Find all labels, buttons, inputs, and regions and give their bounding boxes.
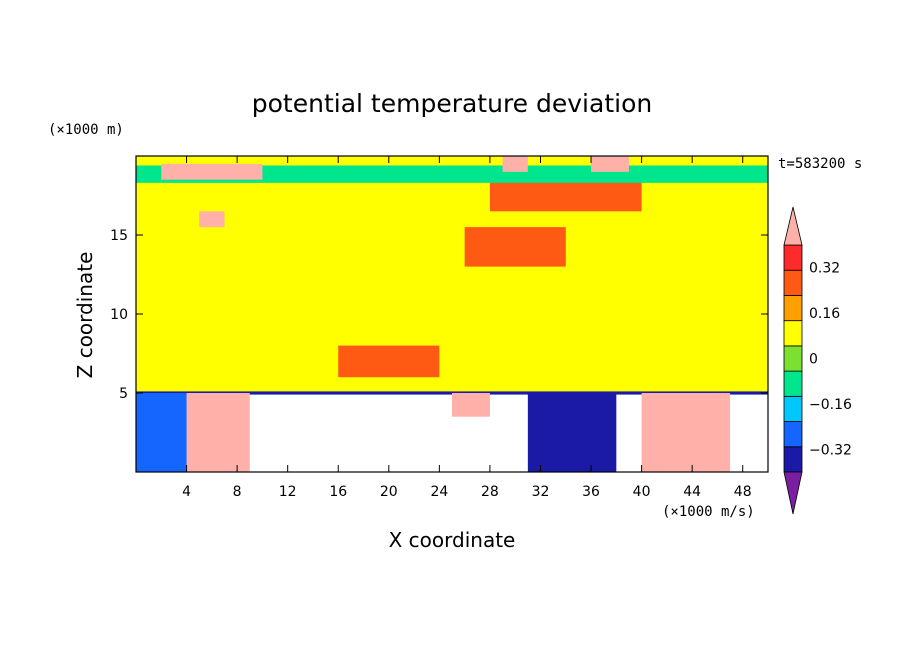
- colorbar-tick-label: 0.16: [809, 306, 840, 322]
- chart-title: potential temperature deviation: [252, 89, 652, 118]
- contour-region: [641, 393, 731, 472]
- contour-region: [136, 393, 187, 472]
- colorbar-max-arrow: [783, 206, 803, 246]
- x-tick-label: 16: [329, 484, 347, 500]
- colorbar-min-arrow: [783, 471, 803, 515]
- colorbar-swatch: [783, 244, 803, 271]
- y-tick-label: 15: [110, 228, 128, 244]
- colorbar-tick-label: 0: [809, 352, 818, 368]
- contour-region: [527, 393, 617, 472]
- x-tick-label: 44: [683, 484, 701, 500]
- x-axis: 4 8 12 16 20 24 28 32 36 40 44 48: [182, 156, 752, 500]
- contour-region: [136, 235, 768, 393]
- colorbar-tick-label: −0.32: [809, 442, 852, 458]
- contour-region: [489, 179, 642, 212]
- colorbar-swatch: [783, 395, 803, 422]
- colorbar-swatch: [783, 269, 803, 296]
- colorbar-swatch: [783, 295, 803, 322]
- contour-field: [136, 156, 768, 472]
- y-tick-label: 5: [119, 386, 128, 402]
- contour-region: [464, 227, 566, 267]
- x-tick-label: 24: [430, 484, 448, 500]
- y-axis: 5 10 15: [110, 228, 768, 402]
- x-tick-label: 8: [233, 484, 242, 500]
- y-unit-label: (×1000 m): [48, 122, 124, 138]
- contour-region: [338, 345, 440, 378]
- contour-region: [186, 393, 250, 472]
- x-unit-label: (×1000 m/s): [662, 504, 755, 520]
- y-axis-label: Z coordinate: [73, 252, 97, 379]
- colorbar-swatch: [783, 446, 803, 473]
- contour-region: [502, 156, 528, 172]
- contour-region: [591, 156, 629, 172]
- colorbar-tick-label: −0.16: [809, 397, 852, 413]
- x-tick-label: 4: [182, 484, 191, 500]
- colorbar-swatch: [783, 421, 803, 448]
- x-tick-label: 32: [532, 484, 550, 500]
- time-label: t=583200 s: [778, 156, 862, 172]
- colorbar-swatch: [783, 345, 803, 372]
- contour-region: [452, 393, 490, 417]
- x-tick-label: 48: [734, 484, 752, 500]
- x-tick-label: 40: [633, 484, 651, 500]
- x-tick-label: 36: [582, 484, 600, 500]
- x-tick-label: 12: [279, 484, 297, 500]
- colorbar-tick-label: 0.32: [809, 261, 840, 277]
- colorbar-swatch: [783, 370, 803, 397]
- colorbar-swatch: [783, 320, 803, 347]
- contour-region: [199, 211, 225, 228]
- x-tick-label: 28: [481, 484, 499, 500]
- x-tick-label: 20: [380, 484, 398, 500]
- colorbar: 0.32 0.16 0 −0.16 −0.32: [783, 206, 852, 515]
- x-axis-label: X coordinate: [389, 528, 516, 552]
- contour-region: [161, 163, 263, 180]
- y-tick-label: 10: [110, 307, 128, 323]
